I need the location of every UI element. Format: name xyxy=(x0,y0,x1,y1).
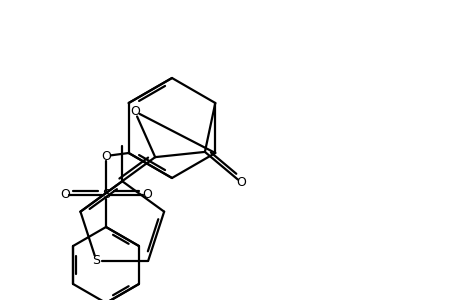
Text: O: O xyxy=(129,105,140,118)
Text: O: O xyxy=(236,176,246,189)
Text: O: O xyxy=(60,188,70,202)
Text: S: S xyxy=(92,254,100,267)
Text: O: O xyxy=(101,149,111,163)
Text: O: O xyxy=(142,188,151,202)
Text: S: S xyxy=(102,188,110,202)
